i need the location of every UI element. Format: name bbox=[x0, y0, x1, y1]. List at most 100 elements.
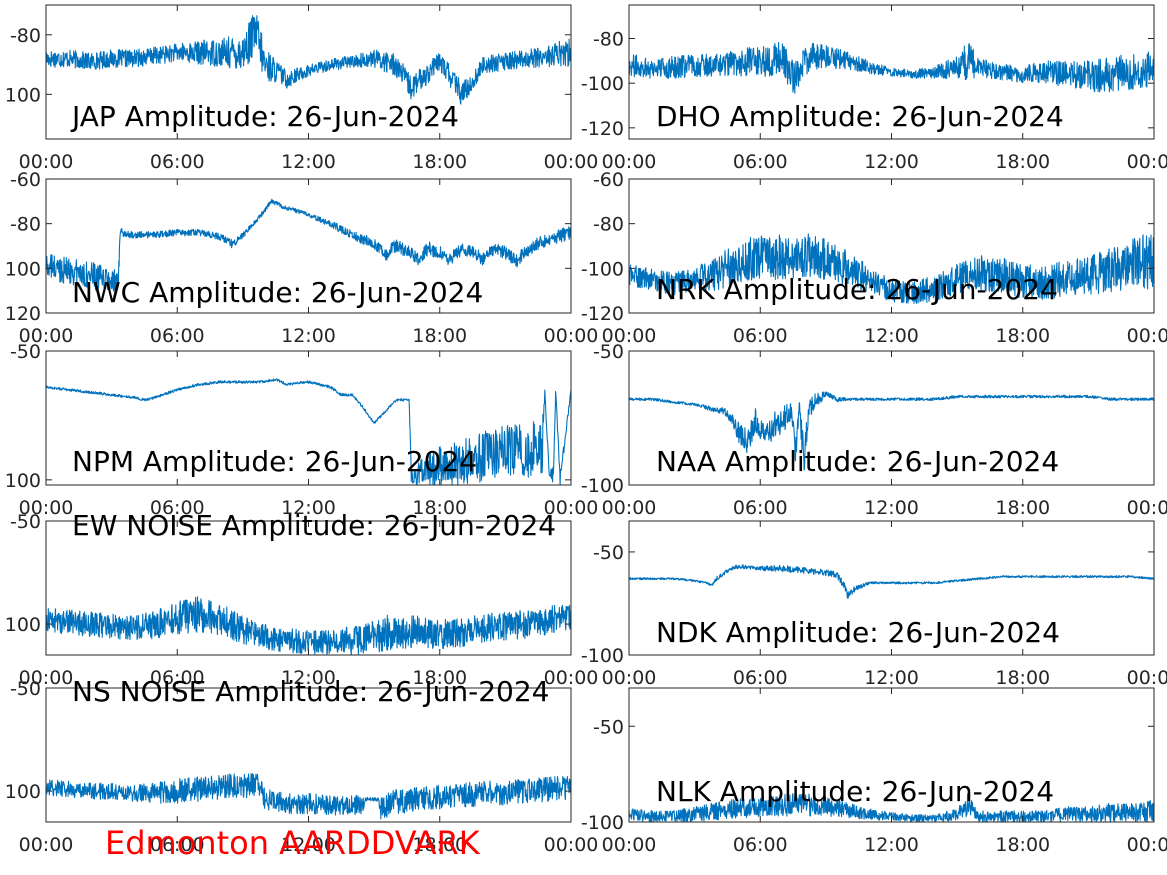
x-tick-label: 18:00 bbox=[412, 325, 467, 347]
y-tick-label: 100 bbox=[5, 470, 41, 492]
x-tick-label: 12:00 bbox=[864, 834, 919, 856]
panel-title: NWC Amplitude: 26-Jun-2024 bbox=[72, 276, 483, 309]
x-tick-label: 00:00 bbox=[19, 834, 74, 856]
x-tick-label: 12:00 bbox=[281, 151, 336, 173]
y-tick-label: -100 bbox=[581, 258, 624, 280]
y-tick-label: -100 bbox=[581, 645, 624, 667]
y-tick-label: -60 bbox=[593, 169, 624, 191]
panel-9: 00:00 06:00 12:00 18:00 00:00 -50 100 NS NOISE … bbox=[5, 675, 599, 856]
x-tick-label: 06:00 bbox=[733, 497, 788, 519]
x-tick-label: 12:00 bbox=[864, 151, 919, 173]
panel-5: 00:00 06:00 12:00 18:00 00:00 -50 100 NPM Ampli… bbox=[5, 341, 599, 519]
x-tick-label: 12:00 bbox=[864, 667, 919, 689]
x-tick-label: 18:00 bbox=[412, 667, 467, 689]
panel-title: EW NOISE Amplitude: 26-Jun-2024 bbox=[72, 509, 556, 542]
x-tick-label: 00:00 bbox=[1127, 667, 1167, 689]
y-tick-label: -60 bbox=[10, 169, 41, 191]
y-tick-label: 100 bbox=[5, 614, 41, 636]
x-tick-label: 18:00 bbox=[412, 497, 467, 519]
x-tick-label: 18:00 bbox=[995, 325, 1050, 347]
x-tick-label: 00:00 bbox=[1127, 325, 1167, 347]
x-tick-label: 00:00 bbox=[19, 667, 74, 689]
series-line bbox=[629, 564, 1154, 599]
panel-title: NLK Amplitude: 26-Jun-2024 bbox=[656, 775, 1054, 808]
panel-title: NDK Amplitude: 26-Jun-2024 bbox=[656, 616, 1060, 649]
x-tick-label: 18:00 bbox=[995, 151, 1050, 173]
x-tick-label: 12:00 bbox=[281, 834, 336, 856]
x-tick-label: 12:00 bbox=[281, 667, 336, 689]
x-tick-label: 06:00 bbox=[733, 667, 788, 689]
x-tick-label: 06:00 bbox=[150, 667, 205, 689]
panel-4: 00:00 06:00 12:00 18:00 00:00 -60 -80 -100 -120 N… bbox=[581, 169, 1167, 347]
x-tick-label: 00:00 bbox=[1127, 151, 1167, 173]
y-tick-label: -120 bbox=[581, 303, 624, 325]
y-tick-label: 100 bbox=[5, 84, 41, 106]
station-name: Edmonton AARDDVARK bbox=[105, 824, 481, 862]
y-tick-label: 100 bbox=[5, 781, 41, 803]
panel-6: 00:00 06:00 12:00 18:00 00:00 -50 -100 NAA Ampl… bbox=[581, 341, 1167, 519]
x-tick-label: 00:00 bbox=[602, 325, 657, 347]
x-tick-label: 18:00 bbox=[412, 834, 467, 856]
x-tick-label: 00:00 bbox=[544, 497, 599, 519]
series-line bbox=[629, 41, 1154, 94]
x-tick-label: 00:00 bbox=[1127, 497, 1167, 519]
panel-title: NPM Amplitude: 26-Jun-2024 bbox=[72, 445, 477, 478]
y-tick-label: 100 bbox=[5, 258, 41, 280]
y-tick-label: -80 bbox=[593, 29, 624, 51]
x-tick-label: 12:00 bbox=[281, 325, 336, 347]
y-tick-label: -100 bbox=[581, 475, 624, 497]
panel-title: NRK Amplitude: 26-Jun-2024 bbox=[656, 273, 1058, 306]
x-tick-label: 18:00 bbox=[995, 497, 1050, 519]
panel-title: DHO Amplitude: 26-Jun-2024 bbox=[656, 100, 1064, 133]
panel-8: 00:00 06:00 12:00 18:00 00:00 -50 -100 NDK Ampl… bbox=[581, 520, 1167, 689]
x-tick-label: 06:00 bbox=[150, 497, 205, 519]
x-tick-label: 12:00 bbox=[864, 325, 919, 347]
panel-title: NS NOISE Amplitude: 26-Jun-2024 bbox=[72, 675, 549, 708]
panel-10: 00:00 06:00 12:00 18:00 00:00 -50 -100 NLK Ampl… bbox=[581, 687, 1167, 856]
panel-title: JAP Amplitude: 26-Jun-2024 bbox=[70, 100, 459, 133]
x-tick-label: 18:00 bbox=[412, 151, 467, 173]
y-tick-label: 120 bbox=[5, 303, 41, 325]
panel-7: 00:00 06:00 12:00 18:00 00:00 -50 100 EW NOISE … bbox=[5, 509, 599, 689]
x-tick-label: 06:00 bbox=[150, 325, 205, 347]
x-tick-label: 06:00 bbox=[150, 834, 205, 856]
series-line bbox=[46, 15, 571, 105]
panel-title: NAA Amplitude: 26-Jun-2024 bbox=[656, 445, 1059, 478]
y-tick-label: -80 bbox=[10, 214, 41, 236]
x-tick-label: 00:00 bbox=[544, 834, 599, 856]
y-tick-label: -120 bbox=[581, 118, 624, 140]
x-tick-label: 06:00 bbox=[733, 834, 788, 856]
series-line bbox=[629, 233, 1154, 304]
series-line bbox=[46, 198, 571, 295]
y-tick-label: -80 bbox=[10, 25, 41, 47]
chart-grid: 00:00 06:00 12:00 18:00 00:00 -80 100 JAP Ampli… bbox=[5, 4, 1167, 856]
series-line bbox=[46, 378, 571, 485]
x-tick-label: 18:00 bbox=[995, 667, 1050, 689]
series-line bbox=[629, 391, 1154, 471]
x-tick-label: 12:00 bbox=[864, 497, 919, 519]
series-line bbox=[46, 773, 571, 820]
panel-1: 00:00 06:00 12:00 18:00 00:00 -80 100 JAP Ampli… bbox=[5, 4, 599, 173]
x-tick-label: 00:00 bbox=[544, 667, 599, 689]
x-tick-label: 06:00 bbox=[733, 325, 788, 347]
y-tick-label: -50 bbox=[593, 542, 624, 564]
x-tick-label: 00:00 bbox=[544, 325, 599, 347]
x-tick-label: 18:00 bbox=[995, 834, 1050, 856]
x-tick-label: 00:00 bbox=[19, 325, 74, 347]
x-tick-label: 00:00 bbox=[19, 497, 74, 519]
x-tick-label: 12:00 bbox=[281, 497, 336, 519]
y-tick-label: -50 bbox=[10, 511, 41, 533]
x-tick-label: 00:00 bbox=[602, 834, 657, 856]
y-tick-label: -50 bbox=[10, 678, 41, 700]
y-tick-label: -50 bbox=[593, 716, 624, 738]
x-tick-label: 00:00 bbox=[544, 151, 599, 173]
x-tick-label: 00:00 bbox=[602, 151, 657, 173]
x-tick-label: 06:00 bbox=[733, 151, 788, 173]
x-tick-label: 00:00 bbox=[602, 497, 657, 519]
series-line bbox=[46, 596, 571, 655]
x-tick-label: 06:00 bbox=[150, 151, 205, 173]
panel-3: 00:00 06:00 12:00 18:00 00:00 -60 -80 100 120 NWC… bbox=[5, 169, 599, 347]
y-tick-label: -50 bbox=[10, 341, 41, 363]
panel-2: 00:00 06:00 12:00 18:00 00:00 -80 -100 -120 DHO … bbox=[581, 4, 1167, 173]
